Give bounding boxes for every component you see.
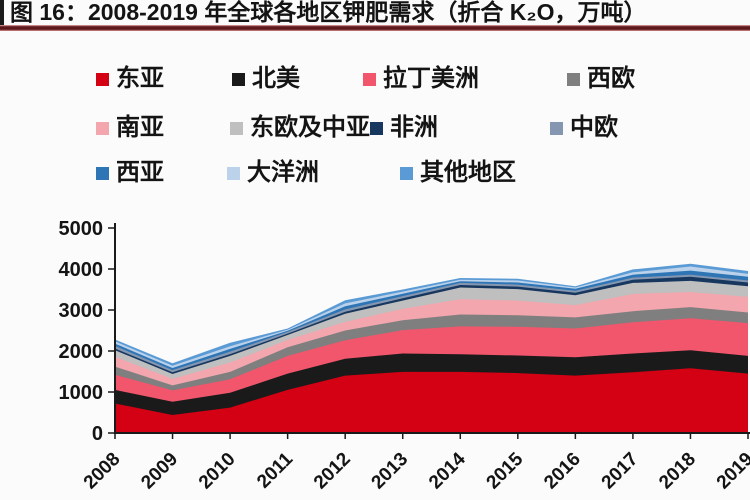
legend-swatch <box>363 72 376 86</box>
legend-item-10: 大洋洲 <box>227 158 319 188</box>
area-series-1 <box>115 368 748 433</box>
legend-swatch <box>370 121 383 135</box>
x-axis-label: 2019 <box>713 449 750 494</box>
x-axis-label: 2011 <box>253 448 297 492</box>
legend-item-3: 拉丁美洲 <box>363 64 479 94</box>
legend-label: 东亚 <box>116 65 164 92</box>
legend-swatch <box>400 166 413 180</box>
legend-label: 拉丁美洲 <box>383 65 479 92</box>
y-axis-label: 0 <box>92 423 103 445</box>
legend-label: 非洲 <box>390 114 438 141</box>
legend-item-7: 非洲 <box>370 113 438 143</box>
x-axis-label: 2018 <box>655 449 700 494</box>
legend-item-8: 中欧 <box>550 113 618 143</box>
x-axis-label: 2009 <box>137 449 182 494</box>
y-axis-label: 1000 <box>59 382 104 404</box>
legend-label: 其他地区 <box>420 159 516 186</box>
x-axis-label: 2015 <box>483 448 528 493</box>
legend-swatch <box>96 166 109 180</box>
y-axis-label: 2000 <box>59 341 104 363</box>
legend-label: 西欧 <box>587 65 635 92</box>
legend-swatch <box>96 121 109 135</box>
legend-swatch <box>227 166 240 180</box>
x-axis-label: 2014 <box>425 448 470 493</box>
legend-swatch <box>232 72 245 86</box>
x-axis-label: 2010 <box>195 449 240 494</box>
legend-item-2: 北美 <box>232 64 300 94</box>
figure-title: 图 16：2008-2019 年全球各地区钾肥需求（折合 K₂O，万吨） <box>10 0 647 25</box>
legend-label: 东欧及中亚 <box>250 114 370 141</box>
y-axis-label: 4000 <box>59 259 104 281</box>
legend-label: 北美 <box>252 65 300 92</box>
legend-swatch <box>550 121 563 135</box>
x-axis-label: 2008 <box>80 449 125 494</box>
legend-item-9: 西亚 <box>96 158 164 188</box>
legend-swatch <box>96 72 109 86</box>
x-axis-label: 2012 <box>310 449 355 494</box>
chart-legend: 东亚 北美 拉丁美洲 西欧南亚 东欧及中亚 非洲 中欧西亚 大洋洲 其他地区 <box>0 0 750 205</box>
legend-label: 中欧 <box>570 114 618 141</box>
legend-item-6: 东欧及中亚 <box>230 113 370 143</box>
stacked-area-chart: 0 1000 2000 3000 4000 5000 2008 2009 2010 2011 201… <box>59 218 750 494</box>
legend-item-5: 南亚 <box>96 113 164 143</box>
title-underline <box>0 25 750 31</box>
legend-item-4: 西欧 <box>567 64 635 94</box>
x-axis-label: 2017 <box>598 449 643 494</box>
legend-item-11: 其他地区 <box>400 158 516 188</box>
legend-label: 南亚 <box>116 114 164 141</box>
legend-item-1: 东亚 <box>96 64 164 94</box>
left-border-bar <box>0 0 4 25</box>
legend-label: 西亚 <box>116 159 164 186</box>
legend-swatch <box>230 121 243 135</box>
x-axis-label: 2013 <box>368 449 413 494</box>
legend-swatch <box>567 72 580 86</box>
legend-label: 大洋洲 <box>247 159 319 186</box>
y-axis-label: 3000 <box>59 300 104 322</box>
x-axis-label: 2016 <box>540 449 585 494</box>
y-axis-label: 5000 <box>59 218 104 240</box>
